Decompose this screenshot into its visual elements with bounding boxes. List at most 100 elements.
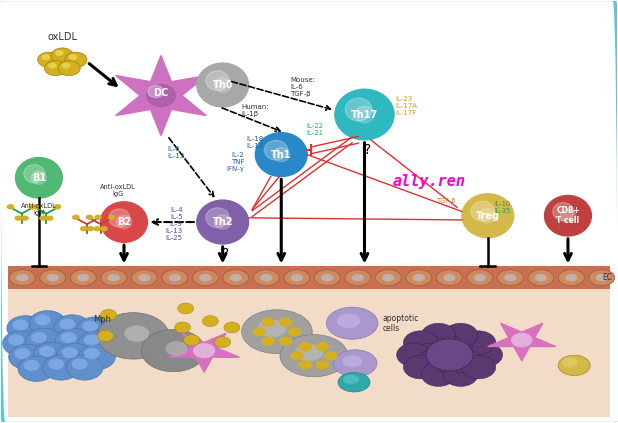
Circle shape	[8, 335, 24, 346]
Ellipse shape	[124, 325, 150, 342]
Text: TGF-β: TGF-β	[438, 198, 457, 204]
Ellipse shape	[326, 307, 378, 339]
Ellipse shape	[265, 140, 288, 160]
Polygon shape	[169, 333, 239, 372]
Ellipse shape	[280, 335, 348, 377]
Circle shape	[32, 204, 39, 209]
Circle shape	[54, 315, 91, 340]
Ellipse shape	[544, 195, 591, 236]
Ellipse shape	[142, 330, 205, 372]
Text: Anti-oxLDL
IgM: Anti-oxLDL IgM	[21, 203, 57, 216]
Circle shape	[14, 215, 22, 221]
Circle shape	[78, 344, 116, 370]
Text: Treg: Treg	[476, 211, 500, 221]
Ellipse shape	[199, 274, 211, 281]
Polygon shape	[116, 55, 206, 136]
Circle shape	[29, 310, 66, 336]
Circle shape	[421, 363, 456, 387]
Text: EC: EC	[602, 273, 612, 282]
Ellipse shape	[23, 165, 44, 183]
Text: Th0: Th0	[213, 80, 233, 90]
Circle shape	[426, 353, 461, 377]
Ellipse shape	[214, 215, 231, 229]
Ellipse shape	[148, 85, 164, 98]
Ellipse shape	[32, 171, 46, 184]
Text: Th17: Th17	[351, 110, 378, 120]
Circle shape	[101, 309, 117, 320]
Ellipse shape	[345, 98, 372, 121]
Circle shape	[279, 337, 292, 346]
Circle shape	[417, 349, 452, 373]
Circle shape	[72, 214, 80, 220]
Circle shape	[84, 335, 100, 346]
Ellipse shape	[258, 320, 287, 337]
Ellipse shape	[337, 313, 360, 328]
Ellipse shape	[375, 270, 401, 286]
Ellipse shape	[214, 78, 231, 92]
Ellipse shape	[535, 274, 547, 281]
Circle shape	[461, 331, 496, 354]
Text: CD8+
T cell: CD8+ T cell	[556, 206, 580, 225]
Circle shape	[51, 48, 74, 63]
Circle shape	[55, 328, 92, 354]
Ellipse shape	[561, 209, 575, 222]
Ellipse shape	[290, 274, 303, 281]
Ellipse shape	[343, 375, 359, 384]
Text: Human:
IL-1β: Human: IL-1β	[241, 104, 269, 117]
Ellipse shape	[260, 274, 273, 281]
Circle shape	[253, 327, 266, 336]
Circle shape	[69, 54, 77, 60]
Ellipse shape	[242, 310, 312, 354]
Circle shape	[55, 50, 64, 56]
Circle shape	[261, 318, 275, 327]
Ellipse shape	[355, 106, 374, 123]
Circle shape	[84, 348, 100, 359]
Circle shape	[468, 343, 502, 367]
Circle shape	[86, 214, 93, 220]
Circle shape	[298, 342, 312, 351]
Ellipse shape	[295, 344, 323, 361]
Ellipse shape	[471, 201, 494, 221]
Ellipse shape	[253, 270, 279, 286]
Circle shape	[9, 344, 46, 370]
Ellipse shape	[474, 274, 486, 281]
Circle shape	[39, 346, 55, 357]
Ellipse shape	[558, 355, 590, 376]
Ellipse shape	[273, 148, 290, 162]
Text: IL-18
IL-12: IL-18 IL-12	[246, 136, 263, 148]
Ellipse shape	[109, 209, 130, 227]
Text: apoptotic
cells: apoptotic cells	[383, 313, 420, 333]
Circle shape	[41, 54, 50, 60]
Circle shape	[31, 332, 47, 343]
Circle shape	[404, 331, 438, 354]
Circle shape	[23, 360, 40, 371]
Circle shape	[511, 333, 533, 347]
Text: Mph: Mph	[93, 315, 111, 324]
Ellipse shape	[108, 274, 120, 281]
Text: IL-2
TNF
IFN-γ: IL-2 TNF IFN-γ	[226, 152, 244, 173]
Ellipse shape	[497, 270, 523, 286]
Circle shape	[65, 52, 87, 67]
Ellipse shape	[589, 270, 615, 286]
Ellipse shape	[255, 133, 307, 176]
Ellipse shape	[206, 71, 229, 91]
Ellipse shape	[197, 63, 248, 107]
Ellipse shape	[116, 215, 132, 228]
Ellipse shape	[15, 157, 62, 198]
Ellipse shape	[101, 202, 148, 242]
Text: Th2: Th2	[213, 217, 233, 227]
Ellipse shape	[192, 270, 218, 286]
Text: B1: B1	[32, 173, 46, 183]
Ellipse shape	[206, 208, 229, 228]
Ellipse shape	[162, 270, 188, 286]
Text: Anti-oxLDL
IgG: Anti-oxLDL IgG	[100, 184, 136, 197]
Circle shape	[316, 360, 329, 369]
Text: IL-23
IL-17A
IL-17F: IL-23 IL-17A IL-17F	[396, 96, 417, 115]
Text: DC: DC	[153, 88, 169, 99]
Circle shape	[417, 337, 452, 360]
Circle shape	[78, 331, 116, 356]
Ellipse shape	[559, 270, 585, 286]
Text: IL-4
IL-5
IL-9
IL-13
IL-25: IL-4 IL-5 IL-9 IL-13 IL-25	[166, 207, 182, 241]
Circle shape	[59, 319, 75, 330]
Ellipse shape	[16, 274, 28, 281]
